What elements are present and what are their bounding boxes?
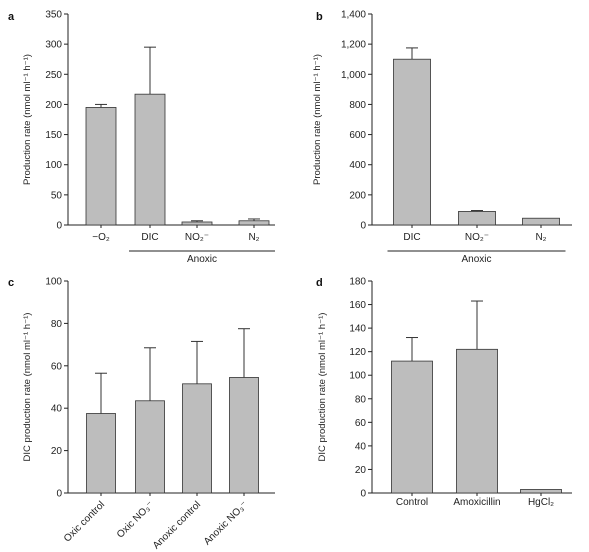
panel-letter: c — [8, 277, 14, 289]
y-tick-label: 1,400 — [341, 10, 366, 21]
y-tick-label: 20 — [355, 465, 367, 476]
panel-d: d 0 20 40 60 80 100 120 140 160 180 DIC production … — [316, 277, 572, 508]
y-tick-label: 60 — [355, 418, 367, 429]
x-tick-label: N₂ — [248, 232, 259, 243]
y-tick-label: 1,000 — [341, 70, 366, 81]
y-tick-label: 80 — [51, 319, 63, 330]
y-tick-label: 0 — [56, 489, 62, 500]
y-axis-label: DIC production rate (nmol ml⁻¹ h⁻¹) — [22, 313, 33, 462]
panel-c: c 0 20 40 60 80 100 DIC production rate (nmol m… — [8, 277, 275, 552]
bar — [391, 360, 433, 494]
y-tick-label: 40 — [51, 404, 63, 415]
bar — [520, 489, 562, 494]
y-tick-label: 200 — [45, 100, 62, 111]
bar — [458, 211, 496, 226]
y-axis-label: DIC production rate (nmol ml⁻¹ h⁻¹) — [317, 313, 328, 462]
y-tick-label: 350 — [45, 10, 62, 21]
bar — [393, 58, 431, 226]
bar — [229, 377, 259, 494]
x-tick-label: Anoxic control — [151, 499, 203, 551]
bar — [456, 348, 498, 494]
group-label: Anoxic — [187, 254, 217, 265]
y-tick-label: 0 — [56, 221, 62, 232]
y-tick-label: 180 — [349, 277, 366, 288]
panel-b: b 0 200 400 600 800 1,000 1,200 1,400 Production … — [312, 10, 572, 265]
panel-a: a 0 50 100 150 200 250 300 350 Production rate (n… — [8, 10, 275, 265]
x-tick-label: N₂ — [535, 232, 546, 243]
y-tick-label: 400 — [349, 160, 366, 171]
y-axis-label: Production rate (nmol ml⁻¹ h⁻¹) — [22, 54, 33, 185]
x-tick-label: Oxic control — [62, 499, 107, 544]
bar — [522, 217, 560, 226]
y-tick-label: 50 — [51, 190, 63, 201]
x-tick-label: NO₂⁻ — [465, 232, 489, 243]
bar — [182, 383, 212, 494]
y-tick-label: 100 — [45, 160, 62, 171]
y-tick-label: 120 — [349, 347, 366, 358]
y-tick-label: 0 — [360, 489, 366, 500]
y-tick-label: 20 — [51, 446, 63, 457]
y-tick-label: 140 — [349, 324, 366, 335]
y-tick-label: 300 — [45, 40, 62, 51]
x-tick-label: DIC — [403, 232, 420, 243]
y-tick-label: 0 — [360, 221, 366, 232]
y-tick-label: 100 — [349, 371, 366, 382]
y-tick-label: 100 — [45, 277, 62, 288]
y-tick-label: 1,200 — [341, 40, 366, 51]
x-tick-label: NO₂⁻ — [185, 232, 209, 243]
bar — [85, 107, 117, 226]
y-tick-label: 250 — [45, 70, 62, 81]
x-tick-label: HgCl₂ — [528, 497, 554, 508]
y-tick-label: 160 — [349, 300, 366, 311]
panel-letter: d — [316, 277, 323, 289]
panel-letter: b — [316, 11, 323, 23]
panel-letter: a — [8, 11, 15, 23]
x-tick-label: Oxic NO₃⁻ — [115, 499, 156, 540]
bar — [181, 221, 213, 226]
y-tick-label: 800 — [349, 100, 366, 111]
y-tick-label: 80 — [355, 394, 367, 405]
y-tick-label: 40 — [355, 441, 367, 452]
y-axis-label: Production rate (nmol ml⁻¹ h⁻¹) — [312, 54, 323, 185]
bar — [86, 413, 116, 494]
x-tick-label: −O₂ — [92, 232, 110, 243]
x-tick-label: Anoxic NO₃⁻ — [202, 499, 250, 547]
bar — [134, 93, 166, 226]
group-label: Anoxic — [461, 254, 491, 265]
x-tick-label: DIC — [141, 232, 158, 243]
x-tick-label: Control — [396, 497, 428, 508]
y-tick-label: 60 — [51, 361, 63, 372]
x-tick-label: Amoxicillin — [453, 497, 500, 508]
y-tick-label: 200 — [349, 190, 366, 201]
y-tick-label: 600 — [349, 130, 366, 141]
y-tick-label: 150 — [45, 130, 62, 141]
bar — [238, 220, 270, 226]
bar — [135, 400, 165, 494]
